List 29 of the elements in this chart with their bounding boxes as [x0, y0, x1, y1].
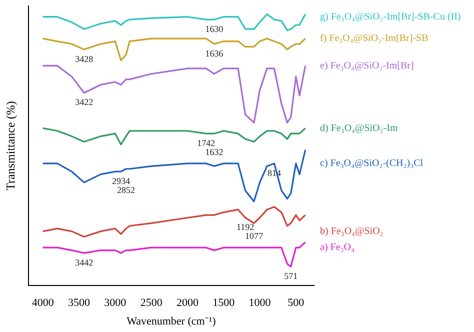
annotation: 3442 — [75, 257, 94, 268]
series-label: c) Fe₃O₄@SiO₂-(CH₂)₃Cl — [320, 158, 424, 170]
annotation: 1632 — [205, 146, 224, 157]
x-tick-label: 1500 — [212, 297, 236, 310]
annotation: 3422 — [75, 97, 94, 108]
annotation: 1742 — [197, 138, 216, 148]
series-label: g) Fe₃O₄@SiO₂-Im[Br]-SB-Cu (II) — [320, 11, 461, 22]
annotation: 1192 — [236, 222, 254, 232]
annotation: 1077 — [244, 231, 264, 242]
series-label: a) Fe₃O₄ — [320, 242, 355, 254]
annotation: 2934 — [112, 176, 130, 186]
series-label: b) Fe₃O₄@SiO₂ — [320, 226, 384, 237]
y-axis-title: Transmittance (%) — [3, 101, 18, 190]
x-tick-label: 3500 — [68, 297, 91, 310]
annotation: 1636 — [205, 48, 224, 58]
x-tick-label: 500 — [288, 297, 305, 310]
x-tick-label: 2000 — [176, 297, 199, 310]
x-tick-label: 4000 — [32, 297, 54, 310]
series-label: d) Fe₃O₄@SiO₂-Im — [320, 122, 398, 134]
x-axis-title: Wavenumber (cm⁻¹) — [126, 315, 216, 328]
annotation: 571 — [284, 270, 298, 281]
series-label: e) Fe₃O₄@SiO₂-Im[Br] — [320, 60, 414, 72]
x-tick-label: 3000 — [104, 297, 127, 310]
x-tick-label: 2500 — [140, 297, 163, 310]
annotation: 1630 — [205, 24, 224, 34]
x-tick-label: 1000 — [248, 297, 272, 310]
annotation: 3428 — [75, 54, 94, 64]
series-label: f) Fe₃O₄@SiO₂-Im[Br]-SB — [320, 33, 429, 44]
annotation: 2852 — [117, 184, 136, 195]
